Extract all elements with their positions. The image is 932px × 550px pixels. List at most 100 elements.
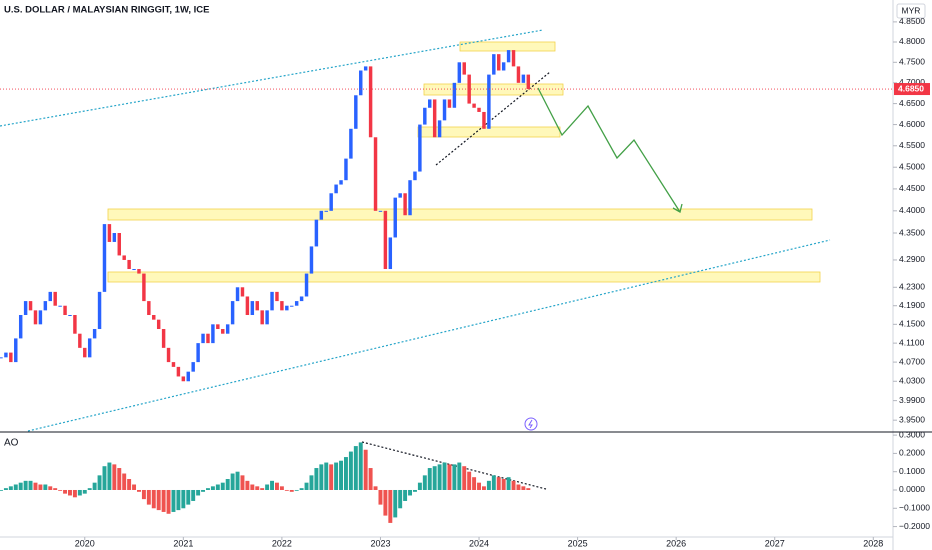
- ao-bar: [87, 488, 92, 490]
- candle: [398, 193, 402, 198]
- ao-bar: [191, 489, 196, 501]
- y-tick-label: 4.4500: [899, 183, 925, 193]
- candle: [147, 301, 151, 316]
- candle: [186, 371, 190, 382]
- x-tick-label: 2027: [765, 538, 785, 548]
- candle: [191, 362, 195, 372]
- x-tick-label: 2023: [370, 538, 390, 548]
- candle: [339, 180, 343, 185]
- ao-bar: [501, 479, 506, 490]
- ao-bar: [38, 484, 43, 490]
- candle: [33, 310, 38, 325]
- ao-bar: [472, 477, 477, 490]
- candle: [250, 301, 255, 316]
- candle: [245, 296, 250, 316]
- ao-bar: [339, 460, 344, 490]
- ao-bar: [82, 489, 87, 494]
- candle: [359, 70, 363, 96]
- y-tick-label: 0.2000: [899, 448, 925, 458]
- ao-bar: [432, 466, 437, 490]
- ao-bar: [324, 462, 329, 490]
- ao-bar: [329, 464, 334, 490]
- ao-bar: [353, 446, 358, 490]
- candle: [324, 210, 328, 212]
- currency-label: MYR: [902, 5, 921, 15]
- y-tick-label: 4.7500: [899, 57, 925, 67]
- ao-bar: [13, 484, 18, 490]
- projection-path: [537, 87, 681, 213]
- y-tick-label: 3.9900: [899, 395, 925, 405]
- ao-bar: [141, 489, 146, 500]
- candle: [447, 99, 452, 108]
- candle: [472, 103, 476, 108]
- ao-bar: [117, 468, 122, 490]
- candle: [0, 357, 3, 359]
- y-tick-label: −0.2000: [899, 521, 930, 531]
- ao-bar: [0, 489, 3, 491]
- ao-bar: [215, 484, 220, 490]
- candle: [299, 296, 304, 302]
- candle: [53, 291, 57, 306]
- candle: [432, 99, 437, 138]
- ao-bar: [3, 488, 8, 490]
- ao-bar: [388, 489, 393, 523]
- ao-bar: [156, 489, 161, 511]
- candle: [122, 255, 126, 260]
- ao-bar: [274, 482, 279, 490]
- candle: [196, 343, 200, 363]
- ao-bar: [166, 489, 171, 514]
- ao-bar: [255, 486, 260, 490]
- ao-bar: [299, 488, 304, 490]
- y-tick-label: −0.1000: [899, 503, 930, 513]
- x-tick-label: 2025: [568, 538, 588, 548]
- candle: [285, 305, 289, 311]
- candle: [97, 291, 102, 330]
- x-tick-label: 2022: [272, 538, 292, 548]
- ao-bar: [442, 462, 447, 490]
- y-tick-label: 4.0700: [899, 356, 925, 366]
- ao-bar: [526, 488, 531, 490]
- y-tick-label: 4.5000: [899, 161, 925, 171]
- ao-bar: [304, 482, 309, 490]
- candle: [304, 273, 309, 297]
- ao-bar: [250, 484, 255, 490]
- y-tick-label: 4.1500: [899, 319, 925, 329]
- candle: [201, 333, 205, 344]
- candle: [156, 319, 161, 330]
- candle: [176, 366, 181, 377]
- ao-bar: [77, 489, 82, 496]
- candle: [462, 62, 466, 75]
- ao-bar: [491, 475, 496, 490]
- y-tick-label: 4.7000: [899, 77, 925, 87]
- candle: [166, 347, 171, 363]
- ao-bar: [447, 464, 452, 490]
- candle: [255, 301, 259, 311]
- x-tick-label: 2028: [863, 538, 883, 548]
- ao-bar: [516, 484, 521, 490]
- candle: [329, 193, 333, 211]
- ao-bar: [28, 480, 33, 490]
- candle: [73, 315, 77, 334]
- ao-bar: [206, 488, 210, 490]
- ao-bar: [506, 477, 511, 490]
- ao-bar: [48, 486, 53, 490]
- x-tick-label: 2026: [666, 538, 686, 548]
- candle: [344, 158, 348, 181]
- candle: [511, 50, 516, 67]
- ao-bar: [403, 489, 408, 501]
- chart-title: U.S. DOLLAR / MALAYSIAN RINGGIT, 1W, ICE: [4, 5, 210, 16]
- candle: [235, 287, 240, 302]
- event-icon[interactable]: [524, 417, 538, 431]
- candle: [58, 305, 62, 307]
- ao-bar: [132, 484, 137, 490]
- candle: [349, 128, 353, 159]
- candle: [265, 310, 269, 325]
- ao-bar: [186, 489, 191, 505]
- candle: [373, 137, 378, 211]
- candle: [516, 66, 521, 83]
- projection-arrow: [672, 203, 683, 213]
- candle: [492, 54, 496, 75]
- currency-badge[interactable]: [896, 3, 926, 19]
- ao-bar: [452, 464, 457, 490]
